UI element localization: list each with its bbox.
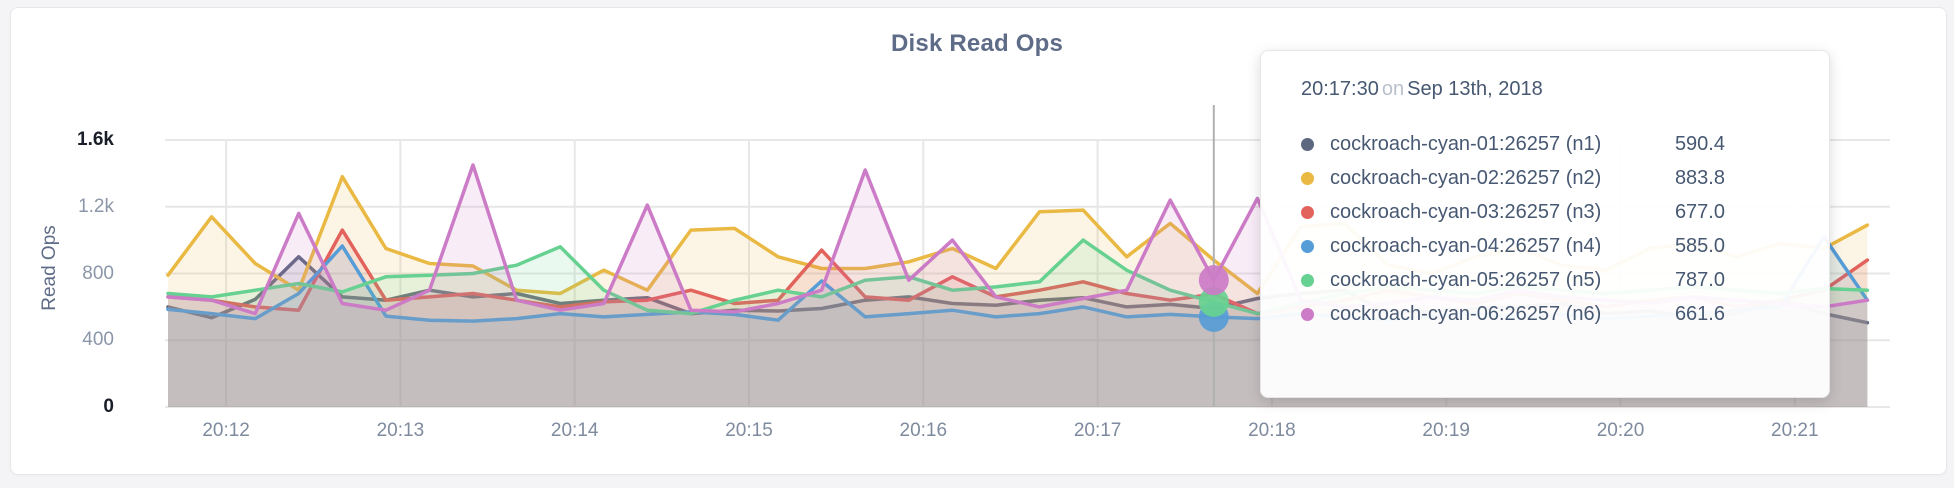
series-color-dot-icon <box>1301 171 1314 185</box>
series-color-dot-icon <box>1301 307 1314 321</box>
tooltip-header: 20:17:30 on Sep 13th, 2018 <box>1301 77 1789 101</box>
tooltip-row: cockroach-cyan-04:26257 (n4) 585.0 <box>1301 229 1725 263</box>
series-color-dot-icon <box>1301 137 1314 151</box>
x-tick-label: 20:13 <box>376 420 425 441</box>
chart-title: Disk Read Ops <box>891 30 1063 57</box>
tooltip-row: cockroach-cyan-01:26257 (n1) 590.4 <box>1301 127 1725 161</box>
tooltip-series-value: 590.4 <box>1674 132 1725 155</box>
tooltip-series-list: cockroach-cyan-01:26257 (n1) 590.4 cockroa… <box>1301 127 1725 331</box>
tooltip-row: cockroach-cyan-02:26257 (n2) 883.8 <box>1301 161 1725 195</box>
tooltip-date: Sep 13th, 2018 <box>1407 78 1543 100</box>
tooltip-time: 20:17:30 <box>1301 78 1379 100</box>
tooltip-series-label: cockroach-cyan-01:26257 (n1) <box>1330 132 1602 155</box>
y-tick-label: 400 <box>82 329 114 351</box>
x-tick-label: 20:14 <box>550 420 599 441</box>
hover-dot-n6 <box>1198 265 1229 296</box>
series-color-dot-icon <box>1301 239 1314 253</box>
x-tick-label: 20:16 <box>899 420 948 441</box>
x-tick-label: 20:21 <box>1771 420 1819 441</box>
x-tick-label: 20:20 <box>1596 420 1645 441</box>
y-tick-label: 1.6k <box>77 129 114 150</box>
x-tick-label: 20:17 <box>1073 420 1122 441</box>
tooltip-series-label: cockroach-cyan-02:26257 (n2) <box>1330 166 1602 189</box>
tooltip-series-label: cockroach-cyan-04:26257 (n4) <box>1330 234 1602 257</box>
tooltip-row: cockroach-cyan-05:26257 (n5) 787.0 <box>1301 263 1725 297</box>
tooltip-series-value: 677.0 <box>1674 200 1725 223</box>
x-tick-label: 20:15 <box>725 420 773 441</box>
x-tick-label: 20:19 <box>1422 420 1470 441</box>
hover-tooltip: 20:17:30 on Sep 13th, 2018 cockroach-cyan-… <box>1260 50 1830 398</box>
tooltip-row: cockroach-cyan-06:26257 (n6) 661.6 <box>1301 297 1725 331</box>
x-tick-label: 20:18 <box>1248 420 1296 441</box>
hover-dot-n5 <box>1198 286 1229 317</box>
series-color-dot-icon <box>1301 273 1314 287</box>
y-tick-label: 0 <box>103 396 114 417</box>
tooltip-series-label: cockroach-cyan-03:26257 (n3) <box>1330 200 1602 223</box>
tooltip-series-value: 883.8 <box>1674 166 1725 189</box>
tooltip-series-value: 585.0 <box>1674 234 1725 257</box>
tooltip-series-value: 661.6 <box>1674 302 1725 325</box>
tooltip-series-value: 787.0 <box>1674 268 1725 291</box>
tooltip-connector: on <box>1381 78 1405 100</box>
y-tick-label: 1.2k <box>78 195 114 217</box>
x-tick-label: 20:12 <box>202 420 250 441</box>
tooltip-row: cockroach-cyan-03:26257 (n3) 677.0 <box>1301 195 1725 229</box>
y-tick-label: 800 <box>82 262 114 284</box>
tooltip-series-label: cockroach-cyan-06:26257 (n6) <box>1330 302 1602 325</box>
series-color-dot-icon <box>1301 205 1314 219</box>
tooltip-series-label: cockroach-cyan-05:26257 (n5) <box>1330 268 1602 291</box>
